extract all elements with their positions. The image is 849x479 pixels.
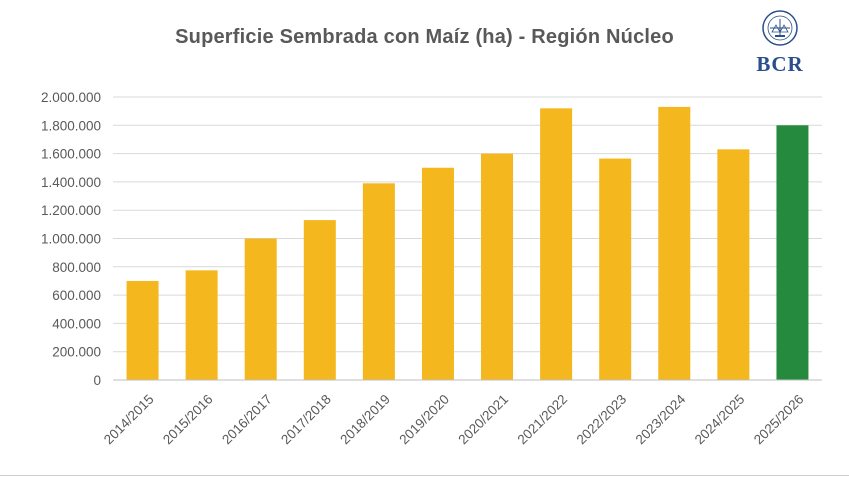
bar [244,238,277,380]
bar [599,158,632,380]
bar [185,270,218,380]
bcr-seal-icon [762,10,798,46]
bar [776,125,809,380]
x-tick-label: 2025/2026 [751,392,807,448]
x-tick-label: 2022/2023 [574,392,630,448]
y-tick-label: 200.000 [52,345,101,360]
y-tick-label: 2.000.000 [41,90,101,105]
bar [481,153,514,380]
y-tick-label: 400.000 [52,316,101,331]
chart-title: Superficie Sembrada con Maíz (ha) - Regi… [175,26,674,48]
bar [126,280,159,380]
x-tick-label: 2019/2020 [396,392,452,448]
bar [303,220,336,380]
y-tick-label: 1.000.000 [41,232,101,247]
y-tick-label: 0 [93,373,101,388]
x-tick-label: 2021/2022 [515,392,571,448]
x-tick-label: 2023/2024 [633,391,689,447]
x-tick-label: 2018/2019 [337,392,393,448]
bar [421,167,454,380]
logo-text: BCR [756,52,804,76]
x-tick-label: 2016/2017 [219,392,275,448]
bar [540,108,573,380]
bottom-divider [0,475,849,476]
y-tick-label: 1.600.000 [41,147,101,162]
x-tick-label: 2020/2021 [455,392,511,448]
x-tick-label: 2024/2025 [692,392,748,448]
y-tick-label: 600.000 [52,288,101,303]
y-tick-label: 1.200.000 [41,203,101,218]
x-tick-label: 2015/2016 [160,392,216,448]
bar [717,149,750,380]
y-tick-label: 1.800.000 [41,118,101,133]
bar [658,106,691,380]
x-tick-label: 2014/2015 [101,392,157,448]
x-tick-label: 2017/2018 [278,392,334,448]
y-tick-label: 1.400.000 [41,175,101,190]
bcr-logo: BCR [746,8,814,76]
y-tick-label: 800.000 [52,260,101,275]
bar [362,183,395,380]
